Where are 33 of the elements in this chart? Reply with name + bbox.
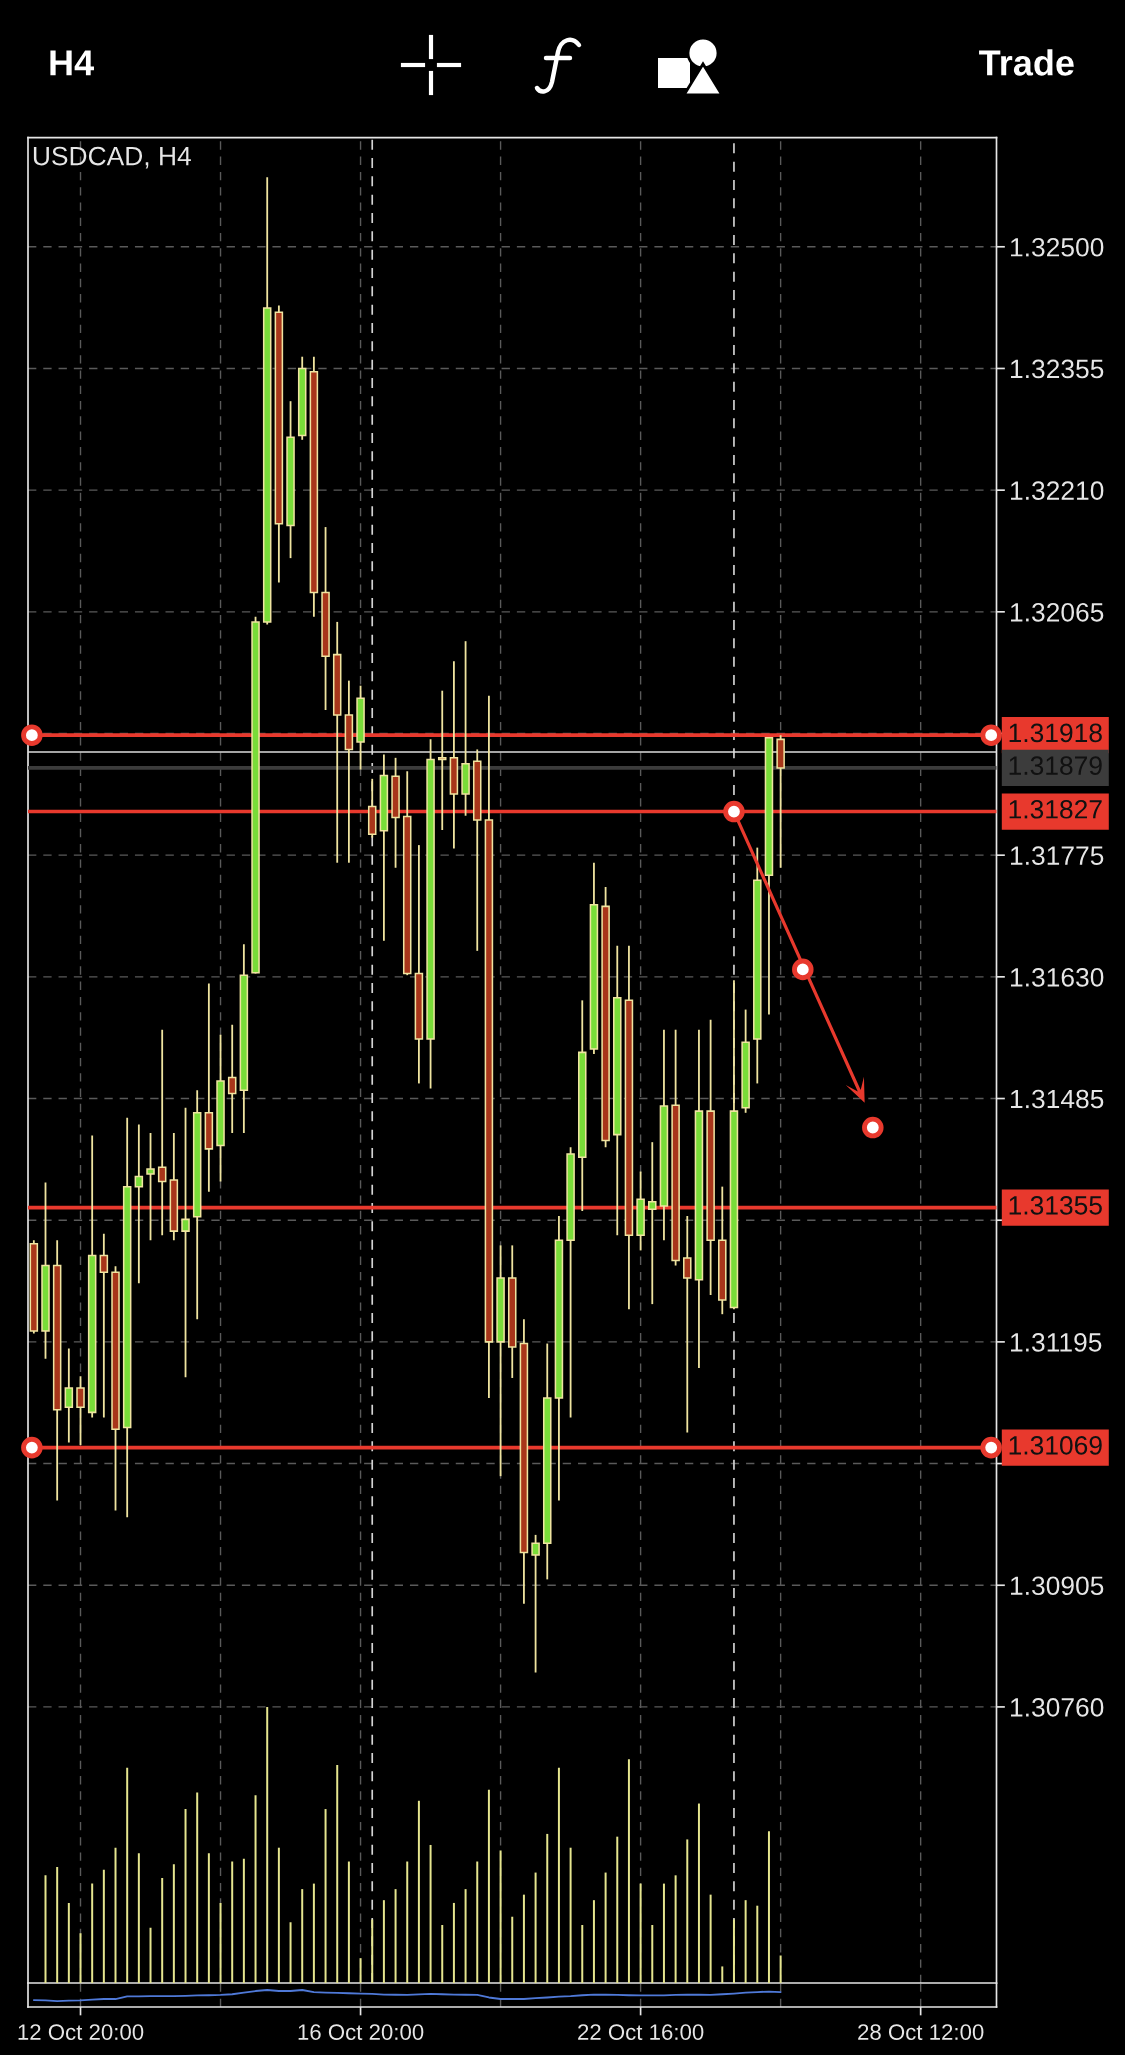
y-tick-label: 1.32210: [1011, 481, 1104, 500]
candlestick: [181, 1106, 190, 1379]
candlestick: [531, 1533, 540, 1674]
candlestick: [683, 1215, 692, 1434]
candlestick: [227, 1023, 237, 1134]
y-tick-label: 1.31195: [1011, 1333, 1102, 1352]
chart-title: USDCAD, H4: [33, 146, 191, 169]
candlestick: [648, 1141, 657, 1306]
y-tick-label: 1.31630: [1011, 967, 1104, 987]
candlestick: [146, 1132, 155, 1242]
ref-line-label: 1.31355: [1009, 1196, 1102, 1215]
candlestick: [99, 1232, 109, 1419]
ref-line-label: 1.31827: [1009, 799, 1102, 819]
ref-line-label: 1.31069: [1009, 1436, 1102, 1455]
candlestick: [64, 1347, 74, 1444]
candlestick: [437, 689, 447, 831]
y-tick-label: 1.32065: [1011, 602, 1104, 622]
y-tick-label: 1.31485: [1011, 1089, 1104, 1109]
candlestick: [157, 1028, 167, 1237]
y-tick-label: 1.30760: [1011, 1698, 1104, 1717]
y-tick-label: 1.30905: [1011, 1576, 1104, 1596]
x-tick-label: 28 Oct 12:00: [858, 2024, 984, 2040]
y-tick-label: 1.32500: [1011, 237, 1104, 257]
x-tick-label: 16 Oct 20:00: [298, 2024, 424, 2040]
y-tick-label: 1.32355: [1011, 359, 1104, 379]
candlestick: [134, 1123, 144, 1285]
x-tick-label: 12 Oct 20:00: [18, 2024, 144, 2040]
x-tick-label: 22 Oct 16:00: [578, 2024, 704, 2040]
text: Trade: [979, 49, 1074, 76]
y-tick-label: 1.31775: [1011, 846, 1104, 865]
text: H4: [50, 50, 94, 76]
ref-line-label: 1.31918: [1009, 723, 1102, 743]
candlestick: [76, 1375, 85, 1447]
